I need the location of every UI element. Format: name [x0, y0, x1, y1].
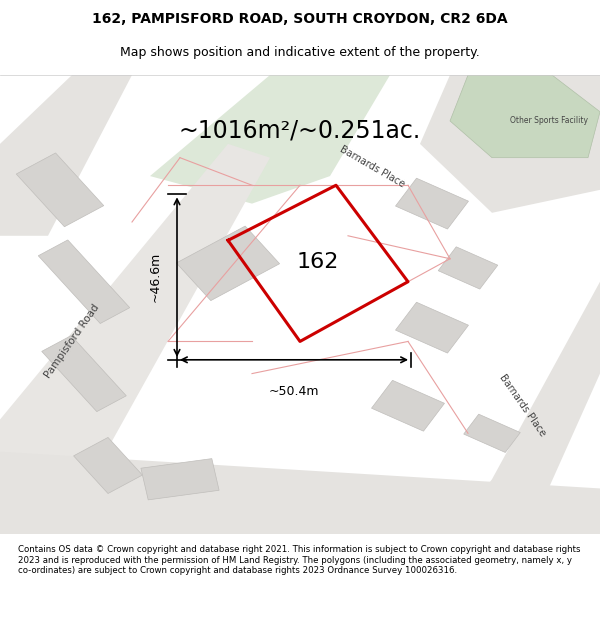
Polygon shape: [150, 75, 390, 204]
Polygon shape: [141, 459, 219, 500]
Text: Pampisford Road: Pampisford Road: [43, 302, 101, 380]
Polygon shape: [371, 381, 445, 431]
Polygon shape: [438, 247, 498, 289]
Text: Barnards Place: Barnards Place: [497, 373, 547, 439]
Text: Barnards Place: Barnards Place: [338, 144, 406, 189]
Polygon shape: [0, 75, 132, 236]
Text: 162, PAMPISFORD ROAD, SOUTH CROYDON, CR2 6DA: 162, PAMPISFORD ROAD, SOUTH CROYDON, CR2…: [92, 12, 508, 26]
Polygon shape: [450, 282, 600, 534]
Polygon shape: [0, 452, 600, 534]
Polygon shape: [395, 302, 469, 353]
Polygon shape: [74, 438, 142, 494]
Polygon shape: [450, 75, 600, 158]
Polygon shape: [0, 144, 270, 534]
Text: ~1016m²/~0.251ac.: ~1016m²/~0.251ac.: [179, 118, 421, 142]
Text: 162: 162: [297, 253, 339, 272]
Text: Other Sports Facility: Other Sports Facility: [510, 116, 588, 126]
Polygon shape: [420, 75, 600, 213]
Polygon shape: [42, 336, 126, 412]
Polygon shape: [176, 226, 280, 301]
Text: Map shows position and indicative extent of the property.: Map shows position and indicative extent…: [120, 46, 480, 59]
Polygon shape: [38, 240, 130, 324]
Polygon shape: [464, 414, 520, 452]
Polygon shape: [395, 178, 469, 229]
Polygon shape: [16, 153, 104, 227]
Text: ~50.4m: ~50.4m: [269, 385, 319, 398]
Text: Contains OS data © Crown copyright and database right 2021. This information is : Contains OS data © Crown copyright and d…: [18, 545, 581, 575]
Text: ~46.6m: ~46.6m: [149, 252, 162, 302]
